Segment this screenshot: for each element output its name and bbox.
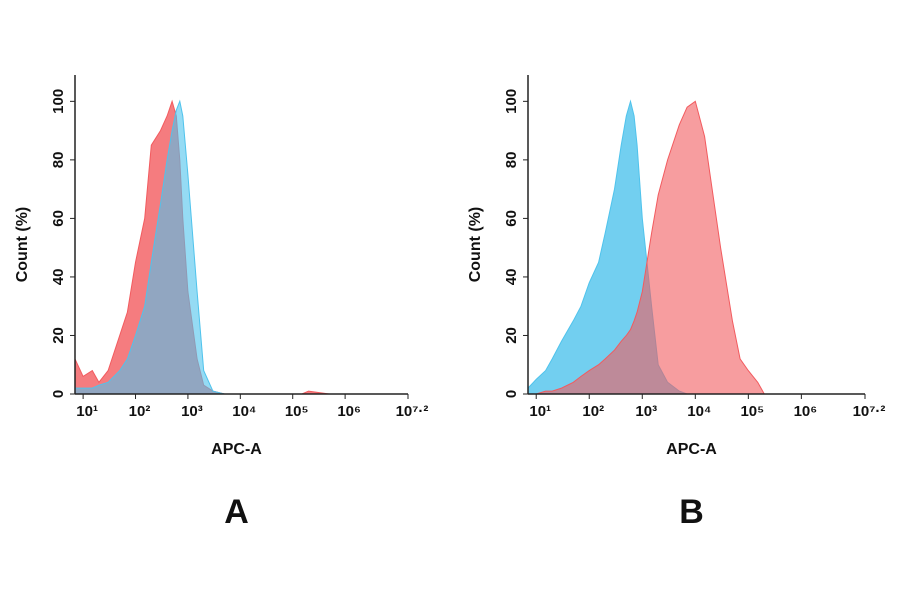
x-tick-label: 10⁷·² <box>396 403 429 420</box>
histogram-area <box>528 100 865 395</box>
panel-label: B <box>679 493 704 531</box>
x-tick-label: 10⁷·² <box>853 403 886 420</box>
histogram-area <box>74 99 408 395</box>
panel-label: A <box>224 493 249 531</box>
x-tick-label: 10⁶ <box>794 403 818 420</box>
x-tick-label: 10⁶ <box>337 403 361 420</box>
x-tick-label: 10³ <box>181 403 203 420</box>
y-tick-label: 40 <box>503 269 520 286</box>
x-axis-label: APC-A <box>211 441 262 458</box>
y-tick-label: 100 <box>50 89 67 114</box>
x-tick-label: 10⁴ <box>232 403 256 420</box>
y-tick-label: 20 <box>503 327 520 344</box>
y-tick-label: 0 <box>503 390 520 398</box>
x-tick-label: 10² <box>129 403 151 420</box>
y-axis-label: Count (%) <box>467 207 484 283</box>
y-tick-label: 20 <box>50 327 67 344</box>
x-axis-label: APC-A <box>666 441 717 458</box>
y-tick-label: 0 <box>50 390 67 398</box>
x-tick-label: 10⁵ <box>285 403 309 420</box>
y-tick-label: 40 <box>50 269 67 286</box>
x-tick-label: 10² <box>582 403 604 420</box>
x-tick-label: 10⁵ <box>740 403 764 420</box>
y-tick-label: 100 <box>503 89 520 114</box>
y-axis-label: Count (%) <box>14 207 31 283</box>
y-tick-label: 80 <box>503 152 520 169</box>
x-tick-label: 10¹ <box>76 403 98 420</box>
x-tick-label: 10⁴ <box>687 403 711 420</box>
y-tick-label: 60 <box>503 210 520 227</box>
y-tick-label: 60 <box>50 210 67 227</box>
y-tick-label: 80 <box>50 152 67 169</box>
x-tick-label: 10¹ <box>529 403 551 420</box>
x-tick-label: 10³ <box>635 403 657 420</box>
